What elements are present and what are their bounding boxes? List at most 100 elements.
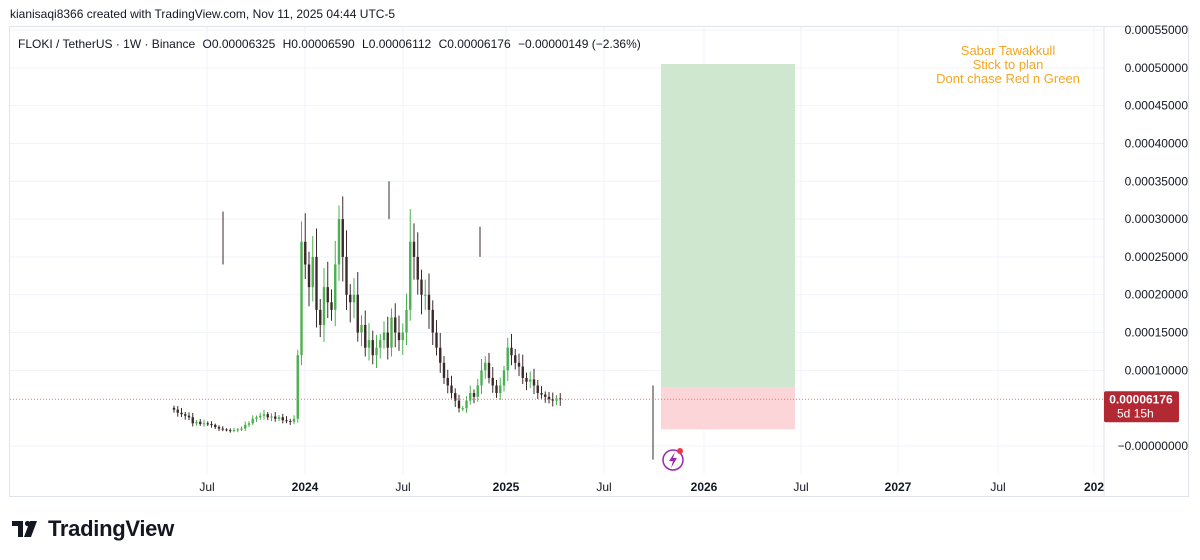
x-tick-label: 2027 <box>885 480 912 494</box>
candle-body <box>514 355 517 363</box>
candle-body <box>439 347 442 363</box>
candle-body <box>536 385 539 394</box>
x-tick-label: Jul <box>596 480 611 494</box>
candle-body <box>506 347 509 371</box>
candle-body <box>394 317 397 333</box>
y-tick-label: 0.00025000 <box>1125 250 1189 264</box>
chart-frame[interactable] <box>9 26 1189 497</box>
candle-body <box>296 355 299 419</box>
chart-credit: kianisaqi8366 created with TradingView.c… <box>10 7 396 21</box>
candle-body <box>352 294 356 303</box>
candle-body <box>176 409 179 413</box>
annotation-text[interactable]: Dont chase Red n Green <box>936 71 1080 86</box>
x-tick-label: Jul <box>395 480 410 494</box>
candle-body <box>390 317 393 348</box>
candle-body <box>172 407 176 410</box>
candle-body <box>307 264 311 288</box>
candle-body <box>262 414 266 416</box>
ohlc-high: H0.00006590 <box>282 37 355 51</box>
candle-body <box>289 421 292 423</box>
candle-body <box>300 241 303 356</box>
candle-body <box>259 415 262 418</box>
candle-body <box>210 424 213 426</box>
y-tick-label: 0.00040000 <box>1125 136 1189 150</box>
candle-body <box>371 340 374 356</box>
y-tick-label: 0.00010000 <box>1125 363 1189 377</box>
y-tick-label: −0.00000000 <box>1118 439 1189 453</box>
symbol-name: FLOKI / TetherUS · 1W · Binance <box>18 37 196 51</box>
candle-body <box>266 414 269 418</box>
y-tick-label: 0.00030000 <box>1125 212 1189 226</box>
candle-body <box>510 347 513 356</box>
ohlc-open: O0.00006325 <box>202 37 276 51</box>
candle-body <box>285 420 288 422</box>
ohlc-close: C0.00006176 <box>438 37 511 51</box>
candle-body <box>551 399 554 401</box>
candle-body <box>206 423 209 425</box>
candle-body <box>187 415 191 418</box>
annotation-text[interactable]: Stick to plan <box>973 57 1044 72</box>
candle-body <box>217 427 221 429</box>
y-tick-label: 0.00050000 <box>1125 61 1189 75</box>
last-price-value: 0.00006176 <box>1109 392 1173 406</box>
candle-body <box>356 294 359 333</box>
tradingview-logo-icon <box>12 520 37 537</box>
candle-body <box>435 332 438 348</box>
candle-body <box>232 430 236 432</box>
y-tick-label: 0.00015000 <box>1125 326 1189 340</box>
candle-body <box>495 385 498 394</box>
candle-body <box>221 428 224 430</box>
symbol-info: FLOKI / TetherUS · 1W · Binance O0.00006… <box>18 37 645 51</box>
candle-body <box>457 400 461 409</box>
event-dot <box>677 448 683 454</box>
candle-body <box>330 302 333 310</box>
target-zone[interactable] <box>661 64 795 388</box>
x-tick-label: Jul <box>199 480 214 494</box>
candle-body <box>255 417 258 419</box>
candle-body <box>229 430 232 432</box>
ohlc-change: −0.00000149 (−2.36%) <box>517 37 641 51</box>
candle-body <box>244 424 247 429</box>
candle-body <box>401 332 404 341</box>
candle-body <box>199 421 202 425</box>
x-tick-label: Jul <box>990 480 1005 494</box>
candle-body <box>367 340 371 348</box>
stop-zone[interactable] <box>661 387 795 430</box>
candle-body <box>311 256 314 288</box>
candle-body <box>491 377 494 386</box>
annotation-text[interactable]: Sabar Tawakkull <box>961 43 1056 58</box>
lightning-icon <box>669 452 677 468</box>
candle-body <box>397 332 401 341</box>
candle-body <box>487 362 491 378</box>
candle-body <box>337 219 341 265</box>
candle-body <box>251 418 254 424</box>
y-tick-label: 0.00055000 <box>1125 23 1189 37</box>
bar-countdown: 5d 15h <box>1117 406 1154 420</box>
candle-body <box>499 385 502 394</box>
candle-body <box>454 393 457 401</box>
candle-body <box>214 424 217 428</box>
candle-body <box>412 241 416 257</box>
candle-body <box>191 417 194 424</box>
candle-body <box>450 385 453 394</box>
candle-body <box>184 414 187 416</box>
candle-body <box>375 347 378 356</box>
candle-body <box>292 418 296 422</box>
candle-body <box>420 279 423 295</box>
candle-body <box>225 429 228 431</box>
candle-body <box>544 394 547 397</box>
x-tick-label: 2024 <box>292 480 319 494</box>
candle-body <box>540 393 543 395</box>
candle-body <box>382 332 386 341</box>
candle-body <box>319 309 322 325</box>
candle-body <box>427 294 431 310</box>
candle-body <box>341 219 344 257</box>
candle-body <box>480 370 483 386</box>
candle-body <box>315 256 318 310</box>
candle-body <box>525 377 528 382</box>
candle-body <box>476 385 479 397</box>
candle-body <box>345 256 348 295</box>
brand-name: TradingView <box>48 516 174 541</box>
candle-body <box>386 332 389 348</box>
